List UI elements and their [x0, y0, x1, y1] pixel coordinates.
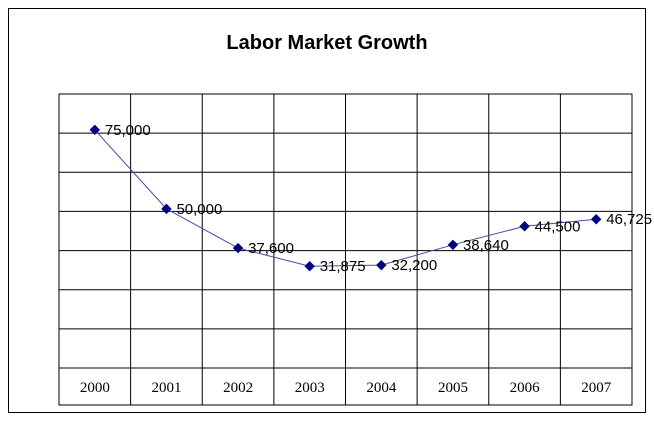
data-label: 75,000: [105, 122, 151, 139]
data-point-marker: [447, 239, 459, 251]
data-label: 44,500: [535, 218, 581, 235]
series-line: [94, 129, 597, 267]
data-label: 46,725: [606, 211, 652, 228]
x-tick-label: 2001: [151, 380, 181, 396]
x-tick-label: 2007: [581, 380, 612, 396]
x-tick-label: 2003: [295, 380, 325, 396]
data-label-layer: 75,000 50,000 37,600 31,875 32,200 38,640 44,5…: [105, 122, 652, 275]
data-point-marker: [376, 259, 387, 271]
x-tick-label-layer: 2000 2001 2002 2003 2004 2005 2006 2007: [80, 380, 612, 396]
data-point-marker: [161, 203, 172, 215]
data-label: 37,600: [248, 240, 294, 257]
data-label: 32,200: [391, 257, 437, 274]
plot-grid: [58, 93, 633, 406]
x-tick-label: 2004: [366, 380, 397, 396]
marker-layer: [89, 124, 602, 272]
data-point-marker: [232, 242, 244, 254]
series-line-layer: [94, 129, 597, 267]
data-point-marker: [519, 221, 530, 232]
chart-title: Labor Market Growth: [226, 32, 428, 54]
x-tick-label: 2000: [80, 380, 110, 396]
x-tick-label: 2002: [223, 380, 253, 396]
data-point-marker: [89, 124, 101, 136]
chart-frame: [8, 8, 646, 413]
data-point-marker: [304, 260, 315, 272]
data-point-marker: [590, 214, 602, 225]
x-tick-label: 2006: [510, 380, 541, 396]
data-label: 38,640: [463, 237, 509, 254]
data-label: 31,875: [320, 258, 366, 275]
x-tick-label: 2005: [438, 380, 468, 396]
data-label: 50,000: [176, 201, 222, 218]
